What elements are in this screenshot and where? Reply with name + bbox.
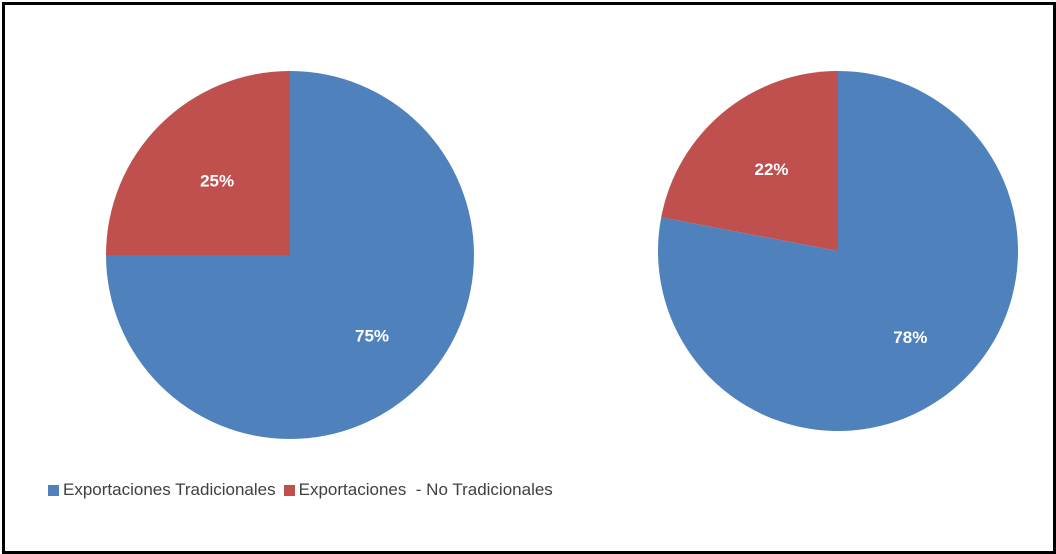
- pie-1-slice-no-tradicionales: [106, 71, 290, 255]
- legend-swatch-tradicionales: [48, 484, 59, 496]
- chart-legend: Exportaciones Tradicionales Exportacione…: [48, 478, 561, 502]
- pie-1-label-tradicionales: 75%: [355, 326, 389, 345]
- legend-swatch-no-tradicionales: [283, 484, 295, 496]
- pie-1-label-no-tradicionales: 25%: [200, 172, 234, 191]
- legend-item-no-tradicionales: Exportaciones - No Tradicionales: [283, 480, 553, 500]
- pie-2-label-no-tradicionales: 22%: [754, 160, 788, 179]
- pie-2-slice-no-tradicionales: [661, 71, 838, 251]
- legend-item-tradicionales: Exportaciones Tradicionales: [48, 480, 276, 500]
- pie-2-label-tradicionales: 78%: [893, 328, 927, 347]
- legend-label-tradicionales: Exportaciones Tradicionales: [63, 480, 276, 499]
- pie-2-slice-tradicionales: [658, 71, 1019, 431]
- legend-label-no-tradicionales: Exportaciones - No Tradicionales: [298, 480, 553, 499]
